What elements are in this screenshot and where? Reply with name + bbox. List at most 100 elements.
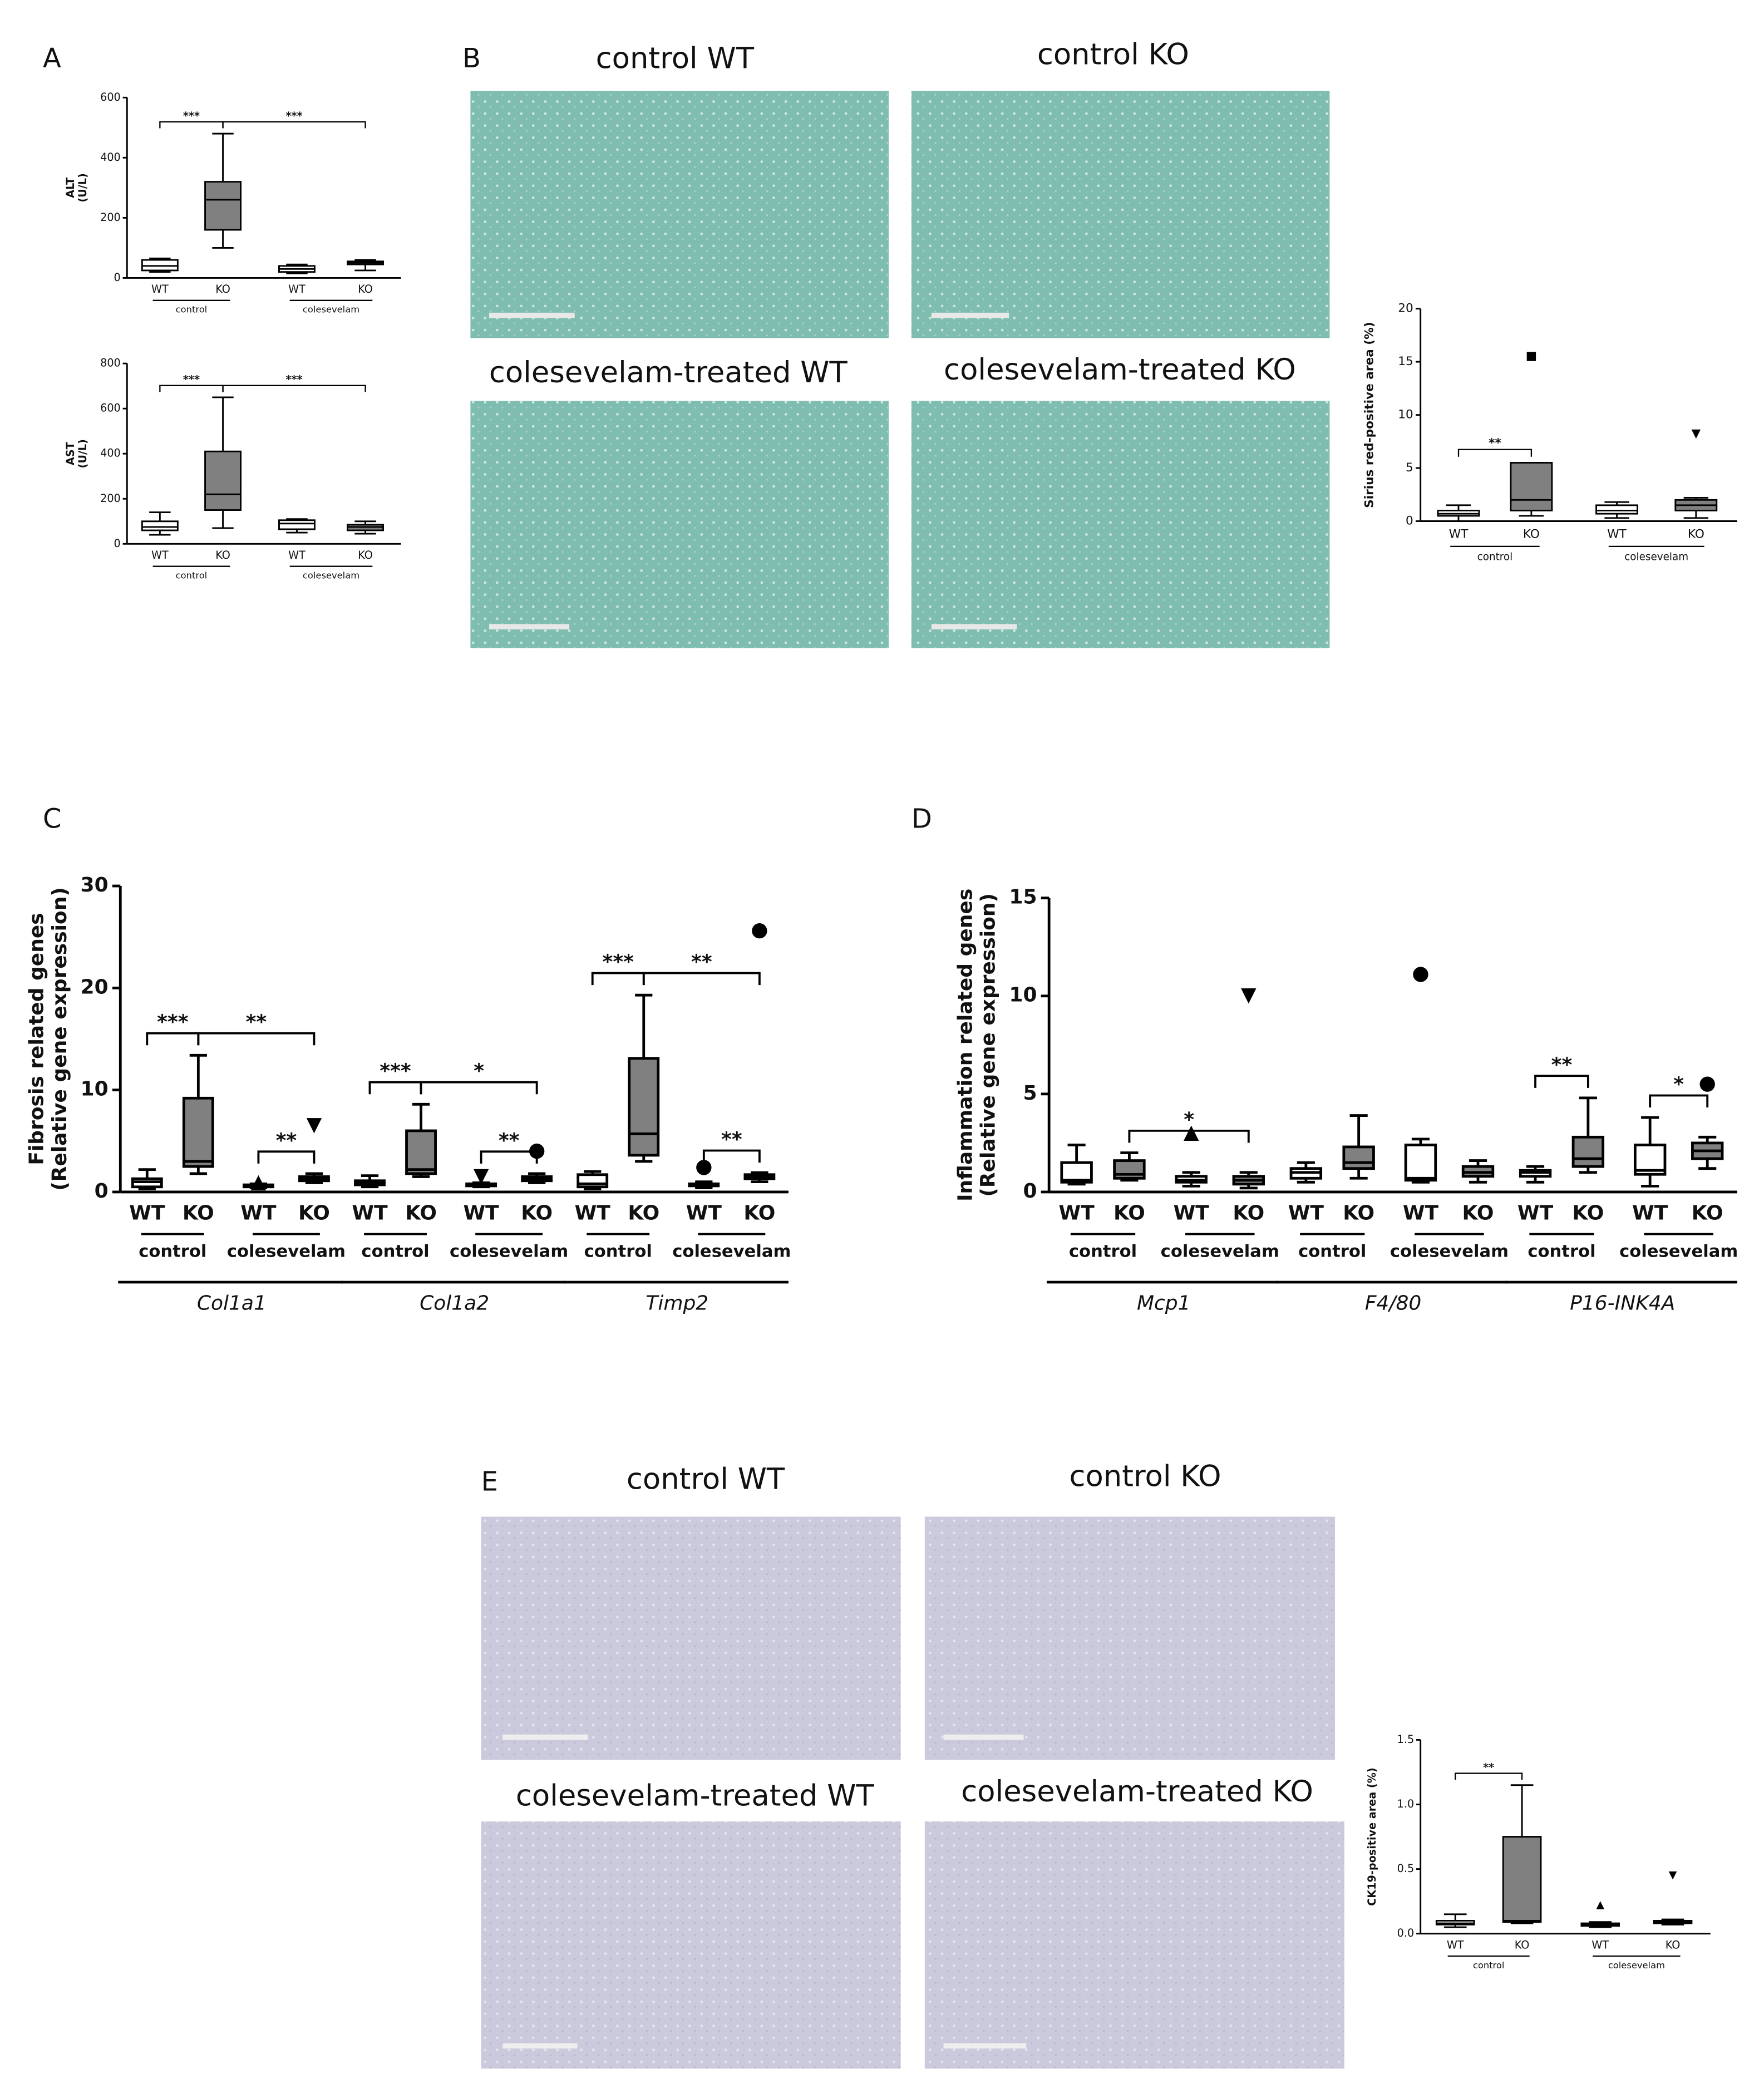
x-tick-label: WT (1632, 1202, 1668, 1225)
y-tick-label: 15 (1398, 354, 1413, 368)
outlier (1184, 1125, 1199, 1141)
y-tick-label: 20 (1398, 302, 1413, 316)
group-label: colesevelam (1390, 1242, 1509, 1261)
significance-label: * (1673, 1073, 1684, 1096)
outlier (1668, 1871, 1677, 1880)
x-tick-label: KO (1515, 1938, 1530, 1951)
y-axis-label: (U/L) (76, 439, 89, 468)
outlier (250, 1175, 267, 1191)
group-label: colesevelam (1619, 1242, 1738, 1261)
group-label: colesevelam (1624, 551, 1688, 563)
significance-label: *** (285, 110, 302, 122)
group-label: control (1473, 1960, 1505, 1971)
x-tick-label: WT (1607, 527, 1627, 541)
group-label: control (1477, 551, 1513, 563)
box (1502, 1836, 1542, 1923)
significance-bracket (702, 1149, 761, 1163)
box (405, 1129, 437, 1175)
micrograph (470, 91, 889, 338)
x-tick-label: WT (1591, 1938, 1609, 1951)
y-tick-label: 200 (100, 211, 121, 224)
y-tick-label: 800 (100, 357, 121, 370)
significance-label: *** (380, 1060, 411, 1083)
cluster-label: Col1a2 (420, 1292, 489, 1315)
y-tick-label: 0 (1023, 1180, 1037, 1203)
outlier (1526, 352, 1536, 361)
y-axis-label: (Relative gene expression) (48, 887, 71, 1191)
significance-bracket (197, 1032, 316, 1046)
x-tick-label: WT (686, 1202, 722, 1225)
x-tick-label: WT (1517, 1202, 1554, 1225)
x-tick-label: KO (1666, 1938, 1681, 1951)
significance-bracket (368, 1081, 422, 1095)
box (1404, 1144, 1437, 1182)
cluster-label: Col1a1 (197, 1292, 267, 1315)
significance-label: ** (1551, 1053, 1573, 1076)
outlier (1699, 1076, 1715, 1092)
outlier (1691, 429, 1701, 439)
x-tick-label: KO (183, 1202, 214, 1225)
x-tick-label: WT (1058, 1202, 1095, 1225)
significance-label: ** (499, 1129, 520, 1152)
x-tick-label: KO (215, 283, 230, 296)
significance-label: ** (276, 1129, 297, 1152)
panel-label: E (481, 1466, 498, 1497)
panel-labels: A B C D E (43, 43, 932, 1497)
outlier (696, 1160, 712, 1175)
group-label: control (1069, 1242, 1137, 1261)
y-axis-label: Inflammation related genes (954, 889, 977, 1201)
image-caption: control WT (596, 42, 755, 76)
image-caption: colesevelam-treated KO (944, 353, 1296, 387)
y-axis-label: Fibrosis related genes (25, 913, 48, 1165)
y-tick-label: 200 (100, 492, 121, 505)
y-axis-label: ALT (64, 178, 77, 198)
y-tick-label: 0 (114, 537, 121, 550)
image-caption: colesevelam-treated KO (961, 1775, 1313, 1809)
box (1571, 1135, 1605, 1168)
x-tick-label: WT (352, 1202, 388, 1225)
box-chart: 0 5 10 15 Inflammation related genes (Relativ… (954, 886, 1738, 1315)
box (204, 181, 242, 231)
group-label: control (1298, 1242, 1366, 1261)
y-axis-label: (U/L) (76, 173, 89, 202)
panel-label: C (43, 803, 62, 834)
significance-bracket (1455, 1772, 1523, 1780)
micrograph (470, 401, 889, 648)
group-label: colesevelam (1608, 1960, 1665, 1971)
x-tick-label: KO (743, 1202, 775, 1225)
group-label: colesevelam (450, 1242, 568, 1261)
x-tick-label: KO (358, 549, 373, 562)
significance-bracket (591, 972, 645, 986)
box (1595, 504, 1638, 515)
x-tick-label: WT (129, 1202, 165, 1225)
significance-bracket (1128, 1129, 1250, 1143)
box (204, 450, 242, 511)
x-tick-label: WT (151, 283, 169, 296)
cluster-label: Timp2 (646, 1292, 708, 1315)
x-tick-label: KO (358, 283, 373, 296)
y-axis-label: AST (64, 442, 77, 465)
cluster-label: F4/80 (1365, 1292, 1422, 1315)
image-caption: colesevelam-treated WT (516, 1779, 875, 1813)
outlier (752, 923, 767, 939)
x-tick-label: KO (405, 1202, 437, 1225)
x-tick-label: WT (575, 1202, 611, 1225)
scale-bars (489, 312, 1017, 629)
x-tick-label: KO (1692, 1202, 1723, 1225)
x-tick-label: KO (1688, 527, 1704, 541)
micrograph (924, 1821, 1344, 2069)
significance-bracket (222, 121, 366, 129)
image-caption: colesevelam-treated WT (489, 356, 848, 390)
significance-bracket (480, 1150, 538, 1164)
y-tick-label: 10 (1009, 984, 1037, 1007)
box (141, 520, 179, 531)
y-tick-label: 0 (95, 1180, 109, 1203)
x-tick-label: WT (1447, 1938, 1464, 1951)
box (1510, 462, 1553, 511)
significance-bracket (420, 1081, 538, 1095)
y-tick-label: 400 (100, 151, 121, 164)
significance-label: *** (183, 110, 200, 122)
x-tick-label: KO (1572, 1202, 1604, 1225)
x-tick-label: WT (151, 549, 169, 562)
y-tick-label: 0.0 (1397, 1927, 1415, 1939)
